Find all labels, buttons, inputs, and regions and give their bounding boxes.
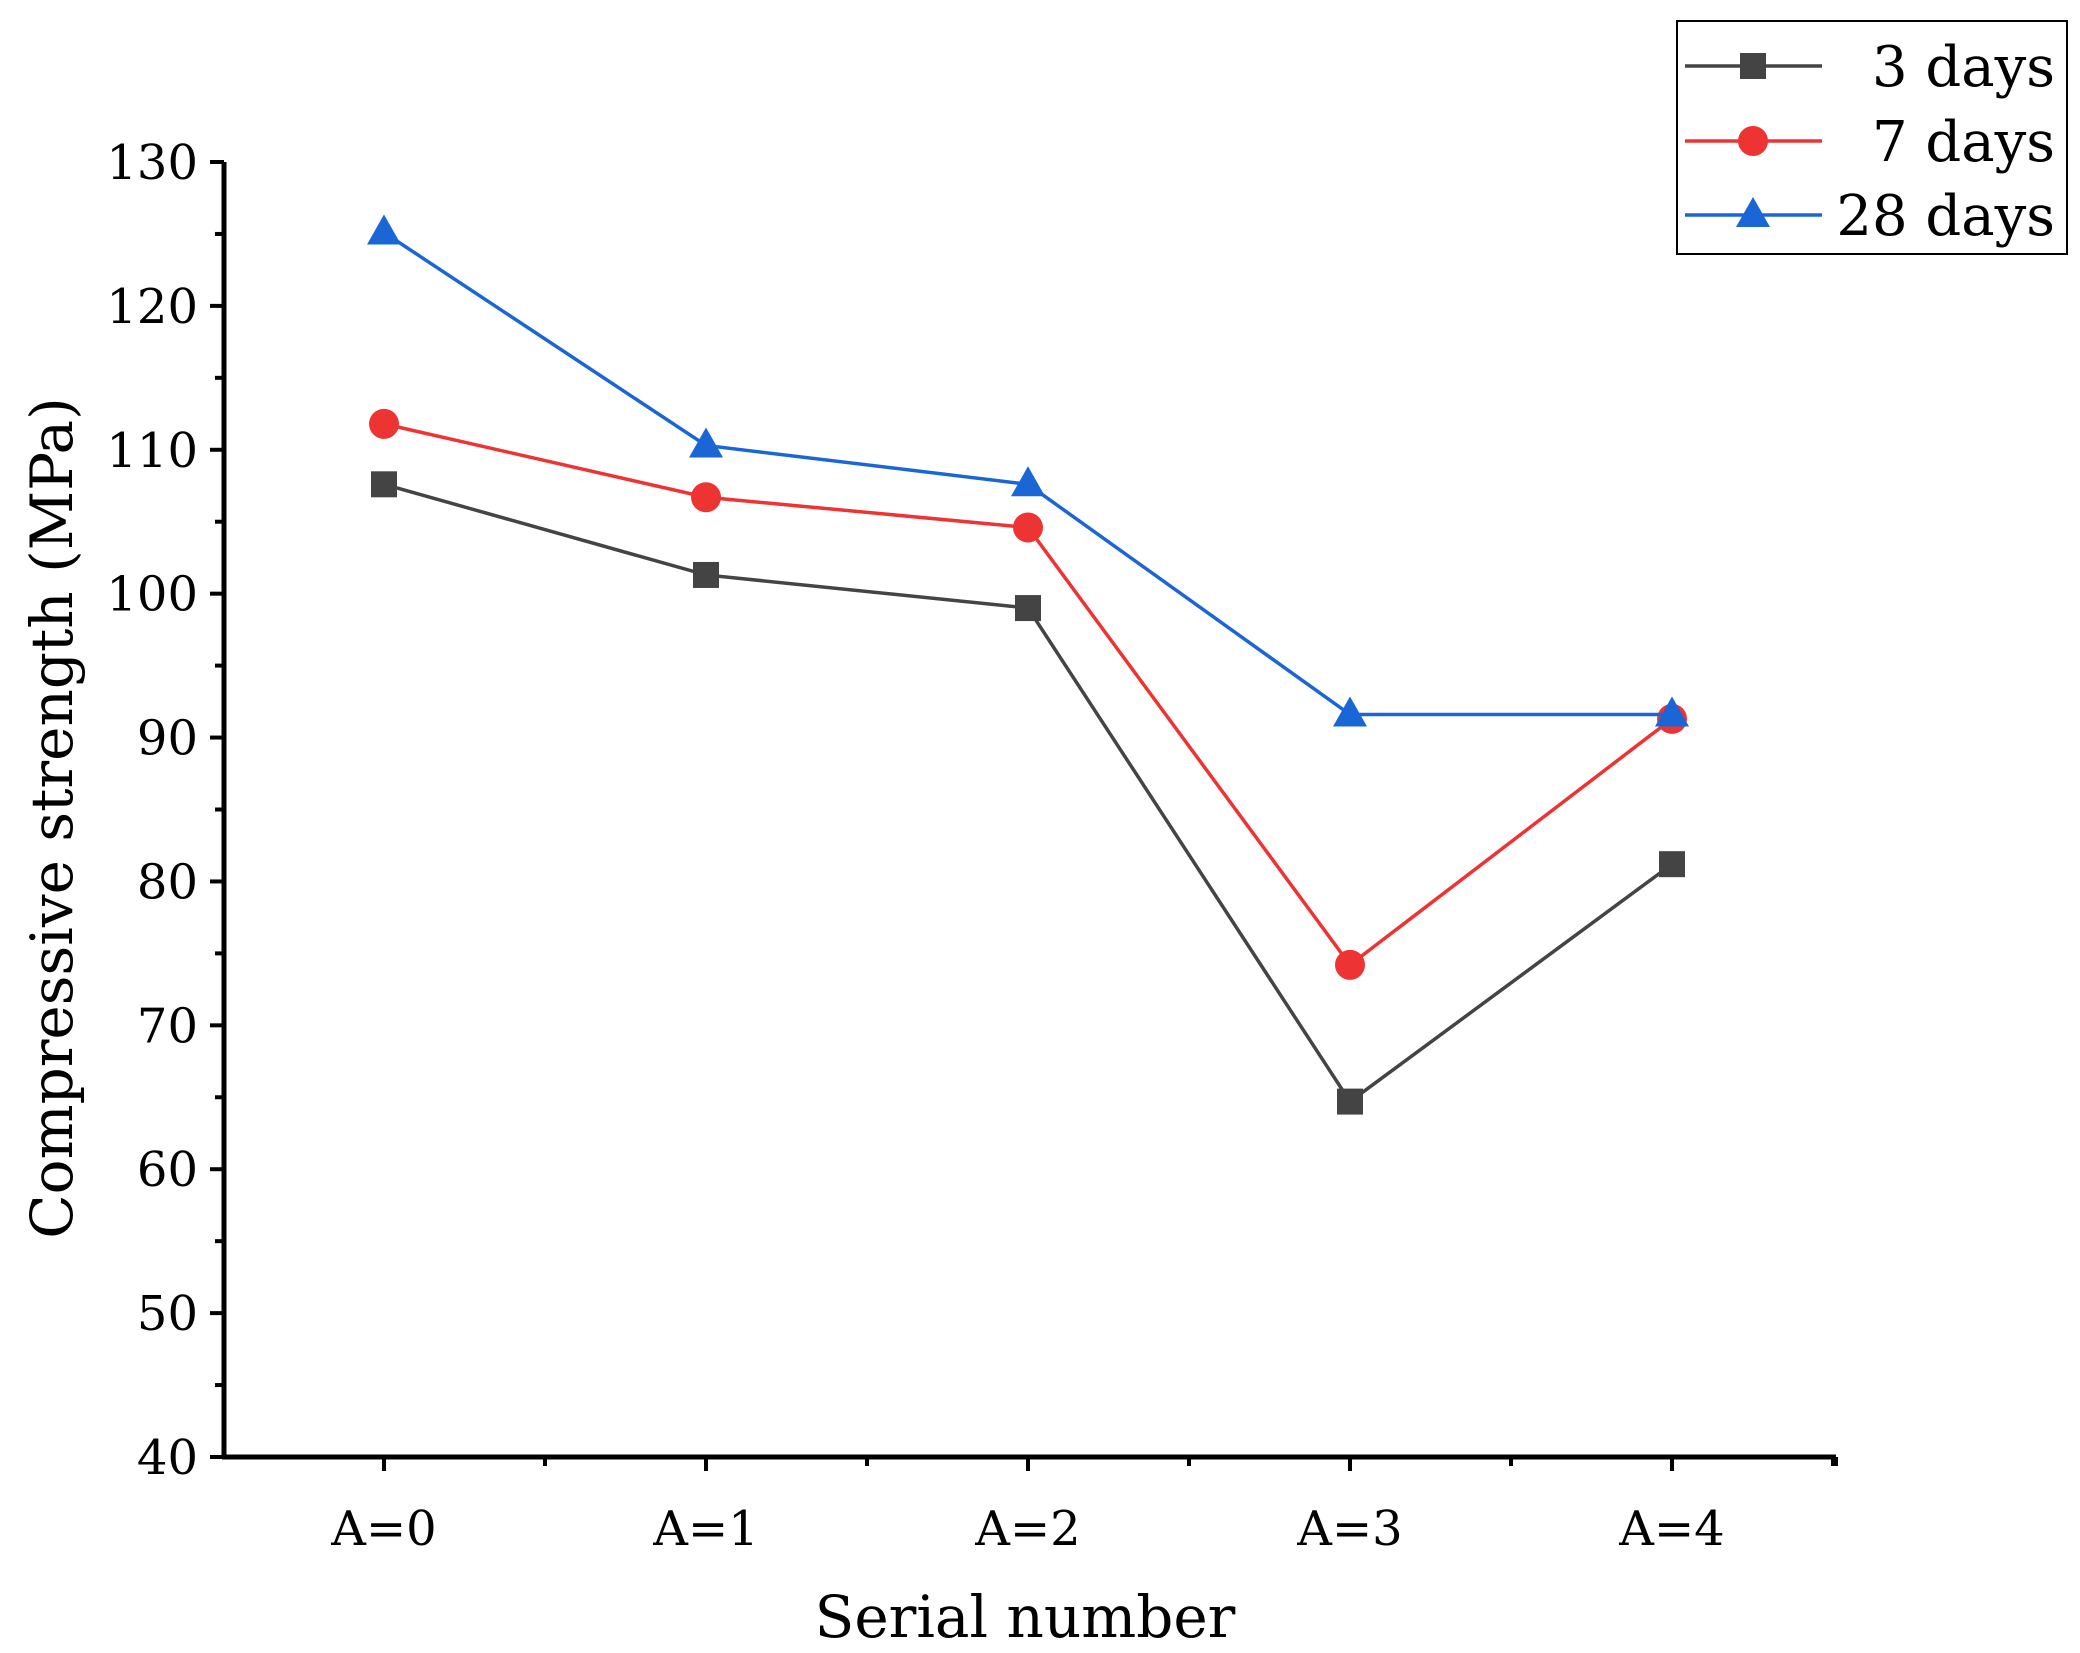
x-tick-label: A=0 [330, 1501, 436, 1557]
data-point [691, 482, 721, 513]
y-tick-label: 60 [137, 1142, 198, 1198]
x-axis-title: Serial number [815, 1583, 1236, 1651]
data-point [689, 427, 723, 458]
series-3-days [371, 471, 1685, 1115]
data-point [371, 471, 397, 498]
y-tick-label: 50 [137, 1286, 198, 1342]
x-tick-label: A=2 [974, 1501, 1080, 1557]
legend-label: 3 days [1872, 35, 2055, 100]
y-tick-label: 90 [137, 711, 198, 767]
data-point [369, 408, 399, 439]
data-point [1335, 949, 1365, 980]
axes: 40 50 60 70 80 90 100 110 120 130 A=0 A=1 A=2 A=3 A=4 [106, 135, 1838, 1557]
x-tick-label: A=4 [1618, 1501, 1724, 1557]
legend-marker [1736, 197, 1770, 227]
data-point [1015, 595, 1041, 622]
y-tick-label: 100 [106, 567, 198, 623]
legend-label: 7 days [1872, 110, 2055, 175]
series-28-days [367, 214, 1689, 727]
series-layer [367, 214, 1689, 1115]
x-tick-label: A=1 [652, 1501, 758, 1557]
series-line [383, 422, 1674, 968]
legend: 3 days 7 days 28 days [1676, 20, 2068, 255]
data-point [1013, 512, 1043, 543]
data-point [1655, 696, 1689, 727]
data-point [1011, 466, 1045, 497]
legend-label: 28 days [1836, 184, 2055, 249]
y-tick-label: 110 [106, 423, 198, 479]
y-tick-label: 70 [137, 998, 198, 1054]
data-point [1337, 1088, 1363, 1115]
y-tick-label: 40 [137, 1430, 198, 1486]
y-tick-label: 120 [106, 279, 198, 335]
y-axis-title: Compressive strength (MPa) [18, 397, 86, 1238]
legend-marker [1740, 53, 1766, 79]
legend-marker [1738, 126, 1768, 156]
data-point [693, 561, 719, 588]
x-tick-label: A=3 [1296, 1501, 1402, 1557]
data-point [367, 214, 401, 245]
data-point [1333, 696, 1367, 727]
y-tick-label: 130 [106, 135, 198, 191]
y-tick-label: 80 [137, 854, 198, 910]
series-line [383, 482, 1674, 1105]
data-point [1659, 851, 1685, 878]
